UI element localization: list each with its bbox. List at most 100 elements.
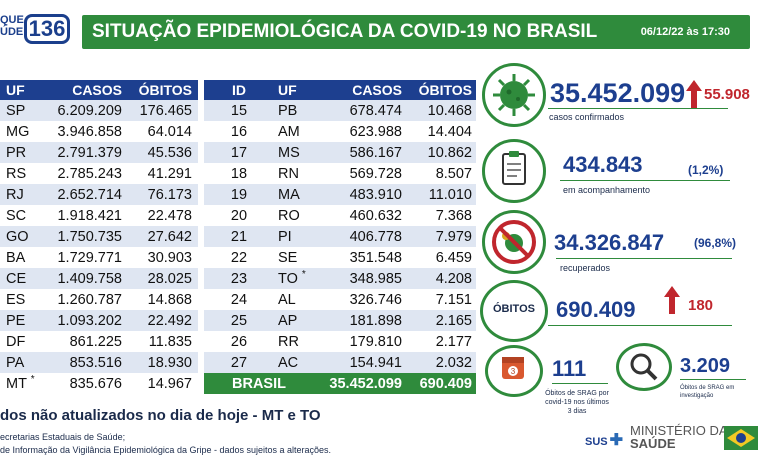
cell-obitos: 7.979 xyxy=(406,226,476,247)
table-row: SP 6.209.209 176.465 xyxy=(0,100,198,121)
monitoring-label: em acompanhamento xyxy=(563,185,651,195)
cell-obitos: 4.208 xyxy=(406,268,476,289)
cell-uf: CE xyxy=(0,268,44,289)
report-date: 06/12/22 às 17:30 xyxy=(640,26,730,38)
magnifier-icon xyxy=(616,343,672,391)
cell-uf: GO xyxy=(0,226,44,247)
table-row: 27 AC 154.941 2.032 xyxy=(204,352,476,373)
table-row: GO 1.750.735 27.642 xyxy=(0,226,198,247)
cell-casos: 348.985 xyxy=(314,268,406,289)
cell-obitos: 11.835 xyxy=(126,331,198,352)
table-row: SC 1.918.421 22.478 xyxy=(0,205,198,226)
cell-uf: MA xyxy=(274,184,314,205)
cell-obitos: 11.010 xyxy=(406,184,476,205)
cell-obitos: 7.151 xyxy=(406,289,476,310)
cell-obitos: 22.492 xyxy=(126,310,198,331)
cell-id: 21 xyxy=(204,226,274,247)
cell-casos: 3.946.858 xyxy=(44,121,126,142)
page-title: SITUAÇÃO EPIDEMIOLÓGICA DA COVID-19 NO B… xyxy=(92,21,598,42)
cell-obitos: 22.478 xyxy=(126,205,198,226)
cell-obitos: 14.967 xyxy=(126,373,198,394)
table-row: MG 3.946.858 64.014 xyxy=(0,121,198,142)
arrow-up-icon xyxy=(664,286,680,314)
cell-obitos: 64.014 xyxy=(126,121,198,142)
calendar-day: 3 xyxy=(511,367,516,376)
logo-number: 136 xyxy=(24,14,70,44)
cell-id: 20 xyxy=(204,205,274,226)
total-casos: 35.452.099 xyxy=(314,373,406,394)
table-row: CE 1.409.758 28.025 xyxy=(0,268,198,289)
cell-id: 27 xyxy=(204,352,274,373)
title-banner: SITUAÇÃO EPIDEMIOLÓGICA DA COVID-19 NO B… xyxy=(82,15,750,49)
cell-uf: MG xyxy=(0,121,44,142)
cell-casos: 623.988 xyxy=(314,121,406,142)
cell-uf: TO * xyxy=(274,268,314,289)
confirmed-label: casos confirmados xyxy=(549,112,625,122)
cell-casos: 853.516 xyxy=(44,352,126,373)
table-row: MT * 835.676 14.967 xyxy=(0,373,198,394)
cell-id: 22 xyxy=(204,247,274,268)
cell-casos: 154.941 xyxy=(314,352,406,373)
source-line-1: ecretarias Estaduais de Saúde; xyxy=(0,432,126,442)
cell-casos: 181.898 xyxy=(314,310,406,331)
cell-casos: 2.791.379 xyxy=(44,142,126,163)
cell-uf: RN xyxy=(274,163,314,184)
table-header-row: UF CASOS ÓBITOS xyxy=(0,80,198,100)
investigation-label: Óbitos de SRAG em investigação xyxy=(680,385,735,399)
cell-casos: 2.652.714 xyxy=(44,184,126,205)
cell-obitos: 10.862 xyxy=(406,142,476,163)
clipboard-icon xyxy=(482,139,546,203)
cell-obitos: 14.868 xyxy=(126,289,198,310)
col-header-obitos: ÓBITOS xyxy=(406,80,476,100)
cell-obitos: 2.177 xyxy=(406,331,476,352)
cell-uf: AL xyxy=(274,289,314,310)
table-row: 23 TO * 348.985 4.208 xyxy=(204,268,476,289)
cell-casos: 460.632 xyxy=(314,205,406,226)
divider xyxy=(560,180,730,181)
cell-uf: ES xyxy=(0,289,44,310)
cell-obitos: 45.536 xyxy=(126,142,198,163)
table-row: BA 1.729.771 30.903 xyxy=(0,247,198,268)
cell-obitos: 7.368 xyxy=(406,205,476,226)
cell-casos: 678.474 xyxy=(314,100,406,121)
cell-casos: 6.209.209 xyxy=(44,100,126,121)
cell-id: 15 xyxy=(204,100,274,121)
table-row: 15 PB 678.474 10.468 xyxy=(204,100,476,121)
col-header-uf: UF xyxy=(274,80,314,100)
source-line-2: de Informação da Vigilância Epidemiológi… xyxy=(0,445,332,455)
cell-casos: 2.785.243 xyxy=(44,163,126,184)
table-row: 17 MS 586.167 10.862 xyxy=(204,142,476,163)
divider xyxy=(548,325,732,326)
recovered-pct: (96,8%) xyxy=(694,236,737,250)
states-table-right: ID UF CASOS ÓBITOS 15 PB 678.474 10.468 16 AM… xyxy=(204,80,476,394)
cell-uf: PR xyxy=(0,142,44,163)
table-row: 25 AP 181.898 2.165 xyxy=(204,310,476,331)
table-header-row: ID UF CASOS ÓBITOS xyxy=(204,80,476,100)
investigation-value: 3.209 xyxy=(680,355,731,377)
cell-uf: RJ xyxy=(0,184,44,205)
monitoring-value: 434.843 xyxy=(563,152,643,177)
cell-casos: 351.548 xyxy=(314,247,406,268)
asterisk-mark: * xyxy=(30,373,35,385)
cell-id: 16 xyxy=(204,121,274,142)
cell-uf: SE xyxy=(274,247,314,268)
table-row: 16 AM 623.988 14.404 xyxy=(204,121,476,142)
boletim-logo: QUE ÚDE 136 xyxy=(0,14,72,44)
cell-casos: 326.746 xyxy=(314,289,406,310)
table-row: PA 853.516 18.930 xyxy=(0,352,198,373)
col-header-uf: UF xyxy=(0,80,44,100)
cell-uf: DF xyxy=(0,331,44,352)
deaths-badge: ÓBITOS xyxy=(480,280,548,342)
cell-uf: PE xyxy=(0,310,44,331)
divider xyxy=(552,383,608,384)
total-label: BRASIL xyxy=(204,373,314,394)
table-row: RJ 2.652.714 76.173 xyxy=(0,184,198,205)
cell-casos: 1.750.735 xyxy=(44,226,126,247)
col-header-casos: CASOS xyxy=(314,80,406,100)
cell-casos: 406.778 xyxy=(314,226,406,247)
cell-uf: AM xyxy=(274,121,314,142)
deaths-value: 690.409 xyxy=(556,297,636,322)
deaths-title: ÓBITOS xyxy=(493,303,535,315)
cell-casos: 569.728 xyxy=(314,163,406,184)
cell-casos: 835.676 xyxy=(44,373,126,394)
